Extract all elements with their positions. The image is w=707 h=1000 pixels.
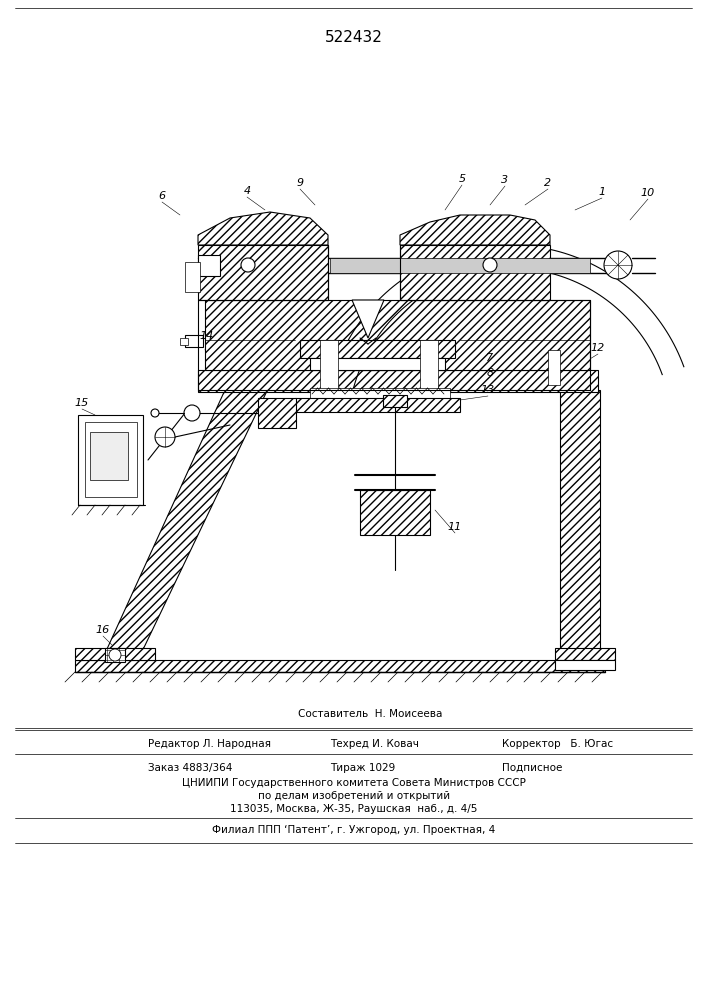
Circle shape — [483, 258, 497, 272]
Text: Составитель  Н. Моисеева: Составитель Н. Моисеева — [298, 709, 442, 719]
Bar — [78, 415, 143, 505]
Text: по делам изобретений и открытий: по делам изобретений и открытий — [258, 791, 450, 801]
Text: 15: 15 — [75, 398, 89, 408]
Text: Техред И. Ковач: Техред И. Ковач — [330, 739, 419, 749]
Circle shape — [604, 251, 632, 279]
Circle shape — [155, 427, 175, 447]
Text: 10: 10 — [641, 188, 655, 198]
Text: 5: 5 — [458, 174, 466, 184]
Text: 3: 3 — [501, 175, 508, 185]
Bar — [75, 648, 155, 660]
Text: Заказ 4883/364: Заказ 4883/364 — [148, 763, 233, 773]
Text: 4: 4 — [243, 186, 250, 196]
Bar — [330, 258, 590, 273]
Text: 7: 7 — [486, 353, 493, 363]
Text: Редактор Л. Народная: Редактор Л. Народная — [148, 739, 271, 749]
Text: Подписное: Подписное — [502, 763, 562, 773]
Text: 11: 11 — [448, 522, 462, 532]
Text: 9: 9 — [296, 178, 303, 188]
Polygon shape — [102, 368, 278, 660]
Text: 13: 13 — [481, 385, 495, 395]
Bar — [105, 648, 125, 662]
Text: 2: 2 — [544, 178, 551, 188]
Polygon shape — [360, 490, 430, 535]
Bar — [198, 245, 328, 300]
Bar — [548, 350, 560, 385]
Bar — [295, 398, 460, 412]
Text: 16: 16 — [96, 625, 110, 635]
Text: Тираж 1029: Тираж 1029 — [330, 763, 395, 773]
Bar — [400, 245, 550, 300]
Bar — [320, 340, 338, 390]
Bar — [555, 648, 615, 660]
Text: Филиал ППП ‘Патент’, г. Ужгород, ул. Проектная, 4: Филиал ППП ‘Патент’, г. Ужгород, ул. Про… — [212, 825, 496, 835]
Circle shape — [184, 405, 200, 421]
Circle shape — [109, 649, 121, 661]
Circle shape — [151, 409, 159, 417]
Bar — [75, 660, 605, 672]
Text: 14: 14 — [200, 331, 214, 341]
Polygon shape — [198, 212, 328, 245]
Bar — [205, 300, 590, 370]
Bar — [310, 388, 450, 400]
Bar — [185, 335, 203, 347]
Text: ЦНИИПИ Государственного комитета Совета Министров СССР: ЦНИИПИ Государственного комитета Совета … — [182, 778, 526, 788]
Bar — [198, 255, 220, 276]
Text: 113035, Москва, Ж-35, Раушская  наб., д. 4/5: 113035, Москва, Ж-35, Раушская наб., д. … — [230, 804, 478, 814]
Bar — [420, 340, 438, 390]
Text: Корректор   Б. Югас: Корректор Б. Югас — [502, 739, 613, 749]
Bar — [85, 422, 137, 497]
Bar — [198, 370, 598, 392]
Text: 6: 6 — [158, 191, 165, 201]
Text: 12: 12 — [591, 343, 605, 353]
Bar — [258, 398, 296, 428]
Bar — [310, 358, 445, 370]
Polygon shape — [560, 390, 600, 660]
Bar — [185, 262, 200, 292]
Text: 8: 8 — [486, 368, 493, 378]
Bar — [90, 432, 128, 480]
Bar — [300, 340, 455, 358]
Bar — [180, 338, 188, 345]
Bar — [383, 395, 407, 407]
Polygon shape — [352, 300, 384, 338]
Text: 1: 1 — [598, 187, 606, 197]
Circle shape — [241, 258, 255, 272]
Bar — [555, 660, 615, 670]
Text: 522432: 522432 — [325, 30, 383, 45]
Polygon shape — [400, 215, 550, 245]
